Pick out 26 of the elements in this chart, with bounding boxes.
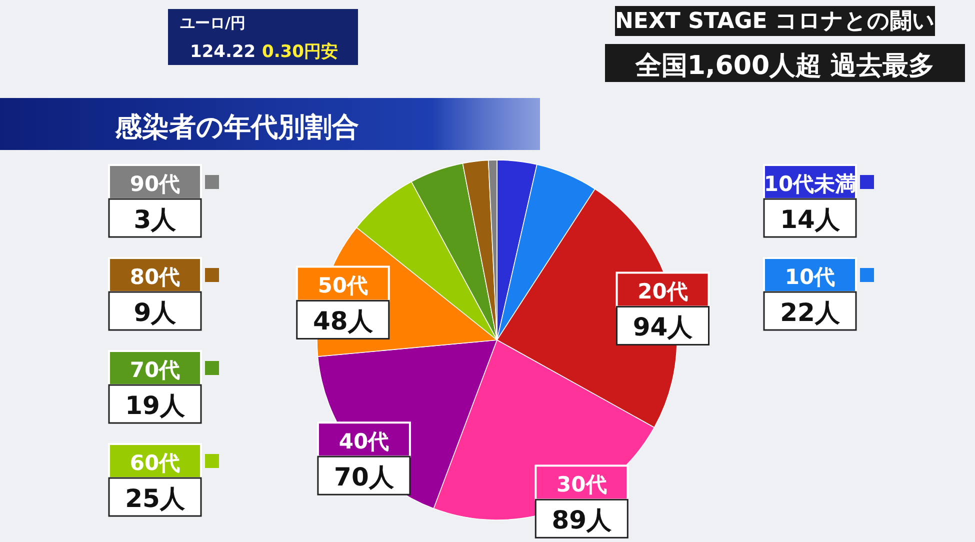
legend-label: 80代 — [130, 265, 180, 289]
legend-label: 90代 — [130, 172, 180, 196]
data-label: 94人 — [632, 312, 694, 342]
data-label: 9人 — [134, 298, 178, 327]
text: ユーロ/円 — [180, 14, 246, 32]
slice-label: 30代 — [556, 472, 607, 497]
chart-subtitle: 全国1,600人超 過去最多 — [634, 51, 935, 81]
slice-label: 50代 — [318, 274, 368, 298]
legend-label: 10代未満 — [764, 172, 856, 196]
text: NEXT STAGE コロナとの闘い — [615, 9, 935, 34]
data-label: 14人 — [780, 205, 841, 234]
text: 124.22 — [190, 42, 256, 62]
data-label: 19人 — [125, 391, 186, 420]
slice-label: 20代 — [638, 280, 688, 304]
text: 0.30円安 — [262, 42, 338, 62]
data-label: 89人 — [552, 506, 613, 535]
slice-label: 40代 — [338, 430, 390, 454]
legend-label: 10代 — [784, 265, 836, 289]
data-label: 22人 — [780, 298, 841, 327]
legend-label: 70代 — [130, 358, 180, 382]
chart-title: 感染者の年代別割合 — [114, 112, 359, 143]
data-label: 3人 — [134, 205, 178, 234]
data-label: 48人 — [312, 306, 374, 336]
legend-label: 60代 — [130, 451, 180, 475]
data-label: 70人 — [334, 462, 395, 492]
data-label: 25人 — [125, 484, 186, 513]
